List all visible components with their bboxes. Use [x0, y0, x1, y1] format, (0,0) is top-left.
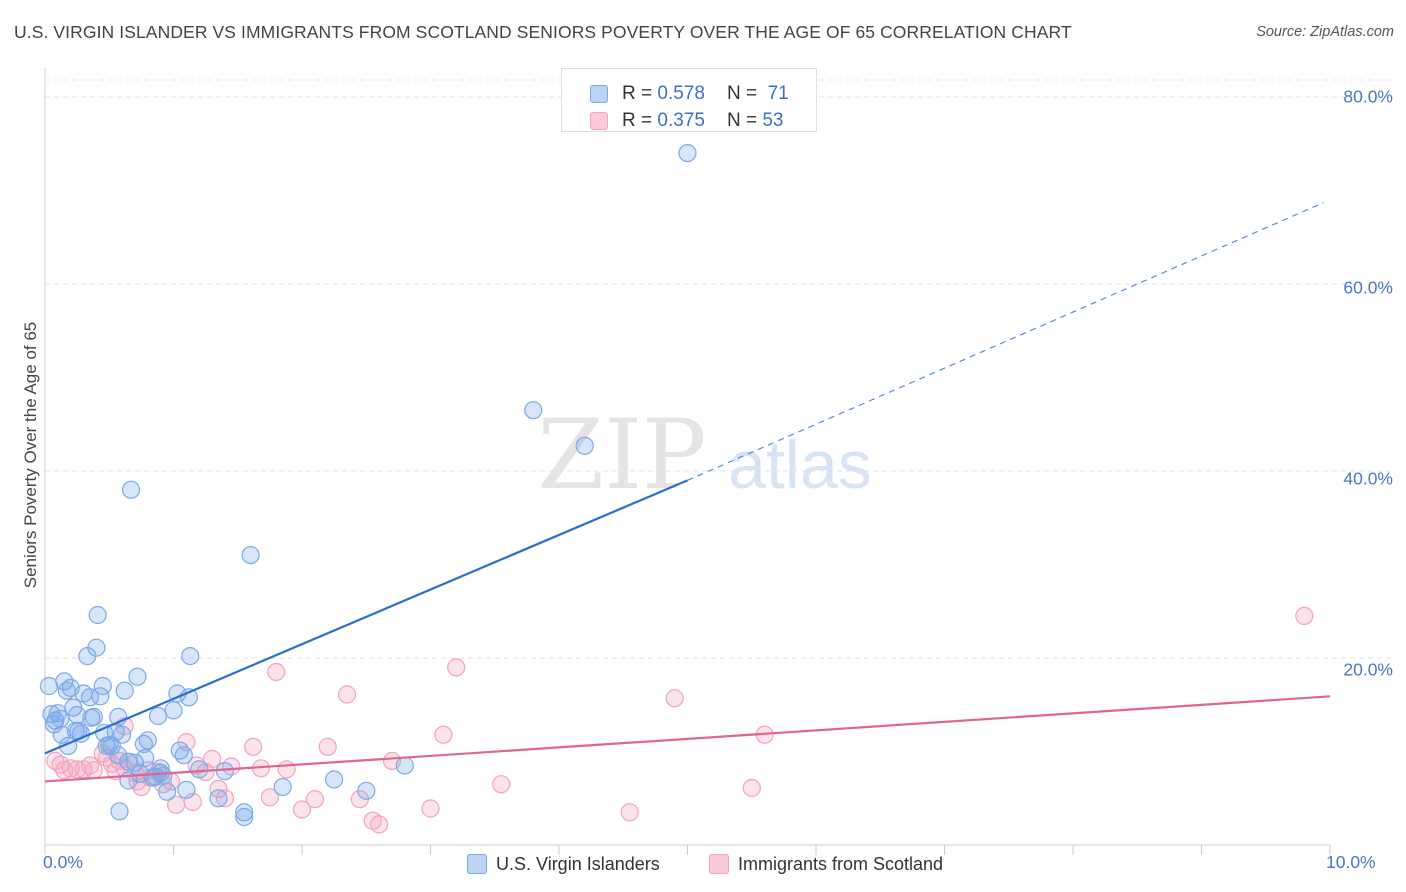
n-value: 71 — [767, 83, 789, 104]
virgin-islanders-point — [190, 760, 209, 779]
virgin-islanders-trendline — [44, 479, 688, 755]
scotland-point — [492, 775, 511, 794]
legend-item-virgin-islanders[interactable]: U.S. Virgin Islanders — [467, 851, 660, 877]
scotland-point — [665, 689, 684, 708]
scotland-point — [318, 737, 337, 756]
scotland-point — [292, 800, 312, 819]
scotland-point — [215, 789, 234, 808]
y-tick-80: 80.0% — [1343, 86, 1393, 107]
virgin-islanders-point — [88, 605, 107, 625]
virgin-islanders-point — [209, 789, 228, 808]
n-label: N = — [726, 110, 758, 131]
virgin-islanders-point — [164, 701, 183, 720]
virgin-islanders-point — [158, 782, 177, 801]
legend-label-scotland: Immigrants from Scotland — [738, 853, 944, 874]
source-label: Source: ZipAtlas.com — [1256, 24, 1394, 40]
virgin-islanders-point — [149, 706, 168, 726]
virgin-islanders-point — [87, 638, 106, 657]
virgin-islanders-point — [235, 803, 254, 822]
virgin-islanders-point — [357, 781, 376, 800]
y-tick-20: 20.0% — [1343, 659, 1393, 680]
virgin-islanders-point — [524, 401, 543, 420]
stats-legend-row-virgin-islanders: R = 0.578 N = 71 — [590, 82, 789, 106]
virgin-islanders-point — [235, 807, 254, 827]
y-tick-40: 40.0% — [1343, 468, 1393, 489]
scotland-point — [1295, 606, 1314, 626]
r-value: 0.578 — [657, 83, 705, 104]
virgin-islanders-legend-swatch — [467, 854, 487, 874]
scotland-point — [421, 799, 440, 818]
scotland-point — [203, 749, 222, 769]
scotland-point — [277, 760, 296, 779]
scotland-trendline — [44, 695, 1331, 783]
n-value: 53 — [762, 110, 784, 131]
watermark-zip: ZIP — [537, 399, 706, 511]
virgin-islanders-point — [110, 802, 129, 821]
virgin-islanders-point — [177, 780, 196, 799]
virgin-islanders-point — [215, 761, 234, 781]
scotland-point — [305, 790, 324, 809]
virgin-islanders-point — [325, 770, 344, 789]
virgin-islanders-point — [273, 777, 292, 797]
virgin-islanders-point — [181, 646, 200, 666]
virgin-islanders-point — [125, 753, 144, 772]
virgin-islanders-point — [136, 748, 155, 768]
scotland-point — [742, 778, 761, 798]
scotland-point — [370, 815, 389, 834]
scotland-point — [222, 757, 241, 776]
n-label: N = — [726, 83, 758, 104]
scotland-point — [209, 779, 228, 799]
x-tick-0: 0.0% — [43, 852, 83, 872]
virgin-islanders-point — [122, 480, 141, 499]
virgin-islanders-point — [52, 725, 71, 744]
scotland-point — [447, 658, 466, 677]
y-tick-60: 60.0% — [1343, 277, 1393, 298]
virgin-islanders-point — [93, 676, 112, 696]
scotland-point — [61, 759, 80, 778]
virgin-islanders-point — [115, 681, 134, 700]
scotland-point — [337, 685, 357, 704]
virgin-islanders-point — [174, 746, 193, 765]
stats-legend: R = 0.578 N = 71 R = 0.375 N = 53 — [561, 68, 817, 132]
virgin-islanders-point — [67, 705, 87, 725]
scotland-point — [434, 725, 453, 744]
r-label: R = — [622, 83, 653, 104]
virgin-islanders-point — [128, 667, 147, 686]
scotland-point — [260, 788, 279, 807]
scotland-point — [84, 761, 103, 780]
virgin-islanders-point — [109, 746, 128, 765]
virgin-islanders-point — [138, 731, 157, 750]
virgin-islanders-point — [84, 707, 103, 727]
legend-label-virgin-islanders: U.S. Virgin Islanders — [496, 853, 660, 874]
r-label: R = — [622, 110, 653, 131]
scotland-swatch — [590, 112, 608, 130]
scotland-point — [620, 803, 639, 822]
chart-title: U.S. VIRGIN ISLANDER VS IMMIGRANTS FROM … — [14, 22, 1072, 42]
scotland-point — [244, 737, 263, 756]
virgin-islanders-point — [395, 756, 414, 775]
virgin-islanders-point — [678, 144, 697, 163]
scotland-legend-swatch — [709, 854, 729, 874]
virgin-islanders-trendline-extension — [687, 202, 1324, 481]
stats-legend-row-scotland: R = 0.375 N = 53 — [590, 109, 783, 133]
legend-item-scotland[interactable]: Immigrants from Scotland — [709, 851, 943, 877]
virgin-islanders-point — [39, 676, 59, 696]
watermark-atlas: atlas — [728, 427, 872, 503]
x-tick-10: 10.0% — [1326, 852, 1376, 872]
virgin-islanders-point — [575, 436, 594, 455]
scotland-point — [267, 662, 286, 682]
r-value: 0.375 — [657, 110, 705, 131]
virgin-islanders-point — [241, 545, 260, 565]
watermark: ZIP atlas — [537, 399, 871, 511]
virgin-islanders-swatch — [590, 85, 608, 103]
scotland-point — [55, 761, 74, 780]
virgin-islanders-point — [112, 725, 132, 744]
